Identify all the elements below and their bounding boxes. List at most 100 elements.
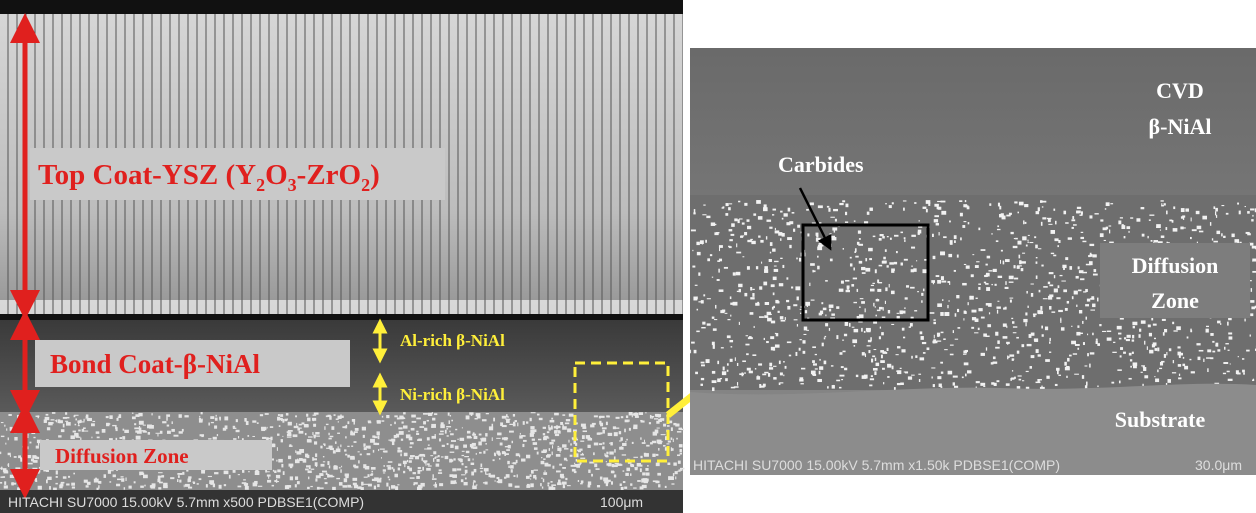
speck bbox=[104, 474, 107, 478]
speck bbox=[1223, 236, 1226, 238]
speck bbox=[937, 376, 941, 379]
speck bbox=[671, 437, 673, 439]
speck bbox=[417, 487, 422, 491]
speck bbox=[482, 438, 487, 442]
speck bbox=[569, 414, 574, 417]
speck bbox=[552, 445, 553, 448]
speck bbox=[766, 220, 771, 222]
speck bbox=[1239, 211, 1241, 215]
speck bbox=[15, 467, 20, 469]
bond-coat-label: Bond Coat-β-NiAl bbox=[50, 349, 260, 379]
speck bbox=[485, 449, 488, 450]
speck bbox=[996, 306, 1000, 308]
speck bbox=[421, 457, 423, 460]
speck bbox=[717, 260, 720, 262]
speck bbox=[911, 235, 916, 237]
speck bbox=[780, 382, 783, 383]
speck bbox=[381, 420, 384, 421]
speck bbox=[1026, 291, 1027, 294]
speck bbox=[1056, 368, 1060, 371]
speck bbox=[306, 414, 308, 417]
speck bbox=[1018, 212, 1019, 214]
speck bbox=[63, 476, 67, 478]
speck bbox=[969, 296, 970, 300]
speck bbox=[497, 453, 500, 455]
speck bbox=[1036, 349, 1039, 353]
speck bbox=[624, 487, 627, 489]
speck bbox=[1130, 359, 1132, 361]
speck bbox=[960, 213, 963, 217]
speck bbox=[614, 449, 616, 452]
speck bbox=[277, 434, 279, 436]
speck bbox=[658, 448, 659, 451]
speck bbox=[962, 376, 964, 378]
speck bbox=[83, 427, 86, 429]
speck bbox=[507, 461, 510, 464]
speck bbox=[422, 467, 424, 471]
speck bbox=[868, 350, 870, 353]
speck bbox=[1142, 384, 1143, 386]
speck bbox=[185, 484, 190, 487]
speck bbox=[123, 429, 125, 431]
speck bbox=[565, 422, 569, 424]
speck bbox=[1054, 288, 1058, 292]
speck bbox=[716, 232, 720, 233]
speck bbox=[471, 471, 474, 475]
speck bbox=[526, 421, 528, 423]
speck bbox=[86, 414, 89, 418]
speck bbox=[1035, 245, 1038, 249]
speck bbox=[474, 447, 475, 449]
speck bbox=[800, 313, 801, 314]
speck bbox=[398, 468, 400, 471]
speck bbox=[857, 242, 860, 245]
speck bbox=[428, 413, 432, 415]
speck bbox=[431, 426, 433, 428]
speck bbox=[446, 426, 451, 427]
speck bbox=[1031, 355, 1035, 358]
speck bbox=[76, 434, 79, 437]
speck bbox=[547, 431, 550, 433]
speck bbox=[1141, 320, 1146, 323]
speck bbox=[981, 353, 985, 356]
speck bbox=[963, 351, 967, 354]
speck bbox=[1206, 329, 1209, 333]
speck bbox=[1027, 306, 1028, 308]
speck bbox=[47, 427, 50, 430]
speck bbox=[543, 458, 545, 460]
speck bbox=[1206, 357, 1211, 358]
speck bbox=[795, 286, 800, 290]
speck bbox=[383, 465, 385, 466]
speck bbox=[140, 486, 144, 488]
speck bbox=[1087, 334, 1088, 336]
speck bbox=[1153, 342, 1157, 345]
speck bbox=[657, 440, 660, 441]
speck bbox=[295, 476, 298, 480]
speck bbox=[597, 485, 600, 487]
speck bbox=[954, 270, 956, 272]
speck bbox=[28, 455, 32, 458]
speck bbox=[706, 359, 710, 363]
speck bbox=[927, 347, 930, 350]
speck bbox=[859, 314, 864, 318]
speck bbox=[894, 235, 898, 237]
speck bbox=[352, 478, 357, 481]
speck bbox=[882, 261, 886, 263]
speck bbox=[1016, 337, 1019, 339]
speck bbox=[752, 293, 754, 297]
speck bbox=[941, 276, 944, 280]
speck bbox=[8, 414, 11, 416]
speck bbox=[30, 442, 32, 444]
speck bbox=[461, 479, 464, 482]
speck bbox=[29, 430, 31, 431]
speck bbox=[371, 467, 376, 470]
speck bbox=[595, 443, 596, 444]
speck bbox=[791, 286, 793, 288]
speck bbox=[417, 440, 418, 441]
speck bbox=[678, 469, 682, 470]
speck bbox=[462, 451, 465, 452]
speck bbox=[1191, 371, 1195, 373]
speck bbox=[850, 257, 852, 259]
speck bbox=[121, 478, 124, 482]
speck bbox=[474, 481, 476, 483]
speck bbox=[377, 479, 381, 483]
